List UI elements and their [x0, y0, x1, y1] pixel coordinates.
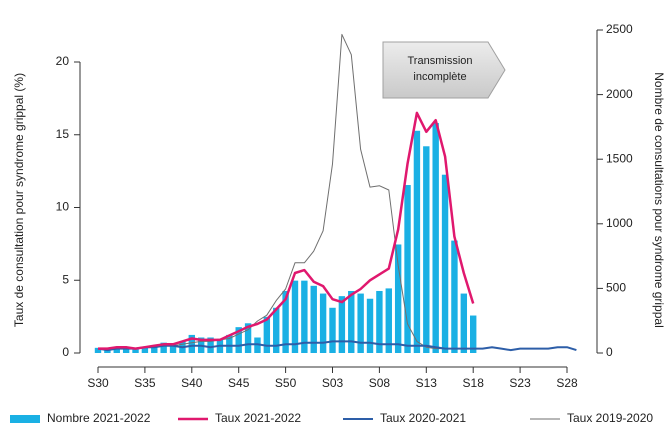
y-tick-label: 10 [56, 200, 70, 214]
y2-tick-label: 1000 [606, 216, 633, 230]
bar [244, 323, 252, 353]
x-tick-label: S30 [87, 376, 109, 390]
bar [94, 347, 102, 353]
y-tick-label: 5 [62, 272, 69, 286]
y2-tick-label: 1500 [606, 151, 633, 165]
x-tick-label: S18 [463, 376, 485, 390]
x-tick-label: S23 [509, 376, 531, 390]
bar [451, 240, 458, 353]
x-tick-label: S45 [228, 376, 250, 390]
bar [141, 347, 149, 353]
bar [404, 185, 411, 353]
y-axis-title: Taux de consultation pour syndrome gripp… [12, 73, 26, 327]
annotation-text: incomplète [413, 71, 466, 83]
bar [132, 347, 139, 353]
bar [329, 307, 336, 353]
y-tick-label: 0 [62, 345, 69, 359]
bar [301, 280, 308, 353]
bar [376, 290, 383, 353]
bar [113, 347, 120, 353]
legend-label: Nombre 2021-2022 [47, 411, 151, 425]
bar [188, 334, 195, 353]
bar [423, 146, 430, 353]
annotation-arrow [382, 41, 506, 99]
y2-tick-label: 2500 [606, 22, 633, 36]
bar [226, 334, 233, 353]
annotation-text: Transmission [408, 55, 473, 67]
bar [366, 298, 374, 353]
line [98, 111, 475, 350]
bar [310, 285, 317, 353]
y2-tick-label: 2000 [606, 87, 633, 101]
bar [441, 174, 449, 353]
legend-label: Taux 2021-2022 [215, 411, 301, 425]
bar [273, 307, 280, 353]
bar [432, 123, 439, 353]
bar [338, 296, 346, 353]
legend-label: Taux 2019-2020 [567, 411, 653, 425]
bar [394, 244, 402, 353]
x-tick-label: S35 [134, 376, 156, 390]
bar [282, 290, 289, 353]
legend-swatch [10, 415, 40, 423]
y2-tick-label: 500 [606, 281, 626, 295]
y2-tick-label: 0 [606, 345, 613, 359]
bar [151, 345, 158, 353]
bar [385, 288, 392, 353]
y-tick-label: 20 [56, 54, 70, 68]
bar [319, 293, 327, 353]
bar [413, 130, 421, 353]
bar [263, 316, 271, 353]
x-tick-label: S08 [369, 376, 391, 390]
y2-axis-title: Nombre de consultations pour syndrome gr… [652, 72, 666, 327]
y-tick-label: 15 [56, 127, 70, 141]
x-tick-label: S40 [181, 376, 203, 390]
bar [207, 337, 214, 353]
bar [291, 280, 299, 353]
line [97, 340, 577, 352]
bar [160, 342, 167, 353]
bar [169, 343, 177, 353]
bar [122, 347, 130, 353]
bar [235, 327, 242, 353]
bar [470, 315, 477, 353]
x-tick-label: S28 [556, 376, 578, 390]
bar [357, 293, 364, 353]
x-tick-label: S50 [275, 376, 297, 390]
x-tick-label: S13 [416, 376, 438, 390]
bar [460, 293, 468, 353]
x-tick-label: S03 [322, 376, 344, 390]
bar [348, 290, 355, 353]
legend-label: Taux 2020-2021 [380, 411, 466, 425]
